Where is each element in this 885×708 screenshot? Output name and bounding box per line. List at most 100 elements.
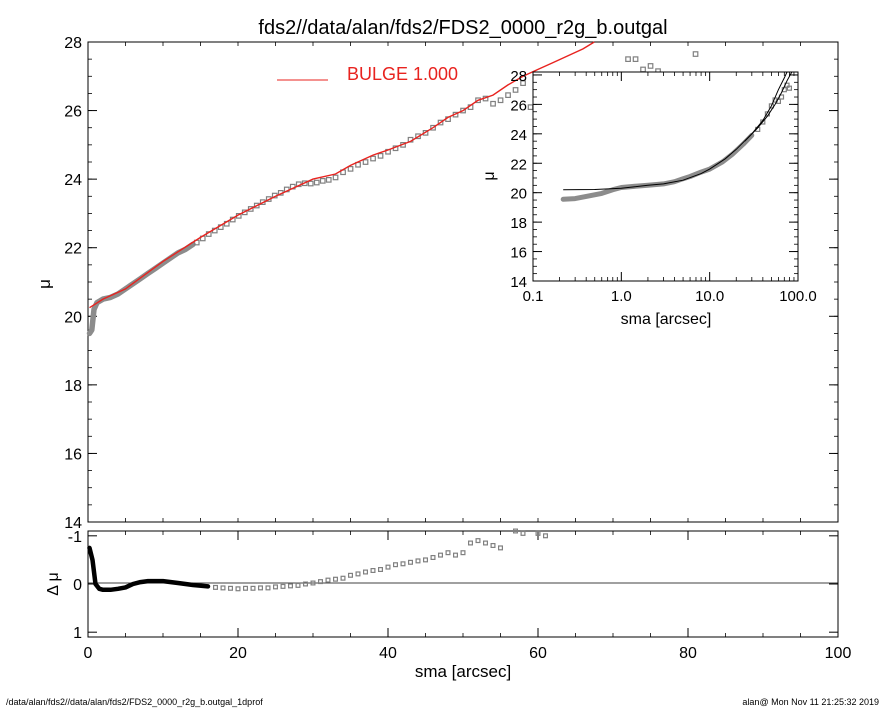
- main-ytick-label: 28: [64, 35, 82, 52]
- main-ytick-label: 16: [64, 446, 82, 463]
- residual-marks: [87, 528, 548, 593]
- residual-data-point: [235, 586, 241, 592]
- main-data-point: [527, 104, 534, 111]
- main-y-ticks: 14 16 18 20 22 24 26 28: [64, 35, 839, 532]
- main-data-band: [86, 241, 196, 337]
- residual-data-point: [400, 561, 406, 567]
- inset-ytick-label: 14: [510, 274, 527, 291]
- residual-data-point: [535, 530, 541, 536]
- residual-data-point: [468, 540, 474, 546]
- residual-data-point: [378, 566, 384, 572]
- inset-ytick-label: 26: [510, 97, 527, 114]
- inset-series-line: [563, 71, 788, 191]
- residual-data-point: [475, 538, 481, 544]
- residual-ytick-label: 0: [73, 577, 82, 594]
- footer-left: /data/alan/fds2//data/alan/fds2/FDS2_000…: [6, 697, 263, 707]
- inset-xtick-label: 0.1: [523, 288, 544, 305]
- residual-data-point: [340, 575, 346, 581]
- main-data-point: [253, 202, 260, 209]
- main-data-point: [640, 66, 646, 73]
- inset-ytick-label: 20: [510, 186, 527, 203]
- main-ytick-label: 22: [64, 241, 82, 258]
- main-data-point: [460, 107, 466, 114]
- main-y-axis-label: μ: [35, 279, 54, 289]
- residual-data-point: [415, 558, 421, 564]
- main-data-point: [647, 63, 654, 69]
- inset-plot-frame: [532, 71, 799, 282]
- inset-ytick-label: 16: [510, 245, 527, 262]
- main-ytick-label: 14: [64, 515, 82, 532]
- inset-xtick-label: 100.0: [779, 288, 817, 305]
- residual-xtick-label: 80: [679, 645, 697, 662]
- main-data-point: [362, 159, 369, 165]
- inset-marks: [560, 71, 793, 202]
- residual-data-point: [408, 559, 414, 565]
- inset-xtick-label: 10.0: [695, 288, 724, 305]
- residual-xtick-label: 20: [229, 645, 247, 662]
- residual-ytick-label: 1: [73, 625, 82, 642]
- residual-data-point: [333, 576, 339, 582]
- main-ytick-label: 26: [64, 104, 82, 121]
- residual-data-point: [310, 580, 316, 586]
- inset-ytick-label: 24: [510, 127, 527, 144]
- residual-data-point: [385, 564, 391, 570]
- legend: BULGE 1.000: [277, 64, 458, 84]
- main-data-point: [370, 155, 376, 162]
- main-panel: 14 16 18 20 22 24 26 28 μ BULGE 1.000: [35, 35, 839, 532]
- residual-data-point: [542, 533, 548, 539]
- residual-data-point: [213, 584, 219, 590]
- residual-data-point: [295, 582, 301, 588]
- main-data-point: [319, 178, 326, 184]
- main-data-point: [505, 92, 511, 99]
- inset-background: [533, 72, 798, 281]
- residual-data-point: [325, 577, 331, 583]
- residual-data-point: [355, 571, 361, 577]
- main-data-point: [325, 177, 332, 183]
- residual-xtick-label: 100: [825, 645, 852, 662]
- residual-y-axis-label: Δ μ: [45, 572, 62, 595]
- main-data-point: [632, 56, 639, 63]
- residual-ytick-label: -1: [68, 529, 82, 546]
- residual-data-point: [348, 572, 354, 578]
- inset-ytick-label: 18: [510, 215, 527, 232]
- inset-series-line: [744, 71, 793, 142]
- main-data-point: [497, 97, 504, 104]
- main-data-point: [347, 166, 354, 172]
- main-data-point: [247, 206, 254, 212]
- inset-data-point: [768, 103, 775, 109]
- main-data-point: [625, 56, 631, 63]
- residual-data-point: [430, 554, 436, 560]
- residual-xtick-label: 40: [379, 645, 397, 662]
- main-ytick-label: 20: [64, 309, 82, 326]
- residual-data-point: [393, 562, 399, 568]
- inset-panel: 14 16 18 20 22 24 26 28 0.1 1.0 10.0 100.0 μ sma [a…: [481, 68, 817, 328]
- inset-ticks: 14 16 18 20 22 24 26 28 0.1 1.0 10.0 100.0: [510, 68, 816, 305]
- inset-data-point: [786, 85, 793, 91]
- main-data-point: [692, 51, 699, 57]
- residual-data-point: [363, 569, 369, 575]
- residual-data-point: [423, 557, 429, 563]
- inset-xtick-label: 1.0: [611, 288, 632, 305]
- residual-data-point: [445, 550, 451, 556]
- residual-data-point: [228, 585, 234, 591]
- main-data-point: [437, 119, 444, 126]
- residual-data-point: [438, 552, 444, 558]
- residual-data-point: [258, 585, 264, 591]
- residual-data-band: [87, 545, 211, 593]
- residual-data-point: [370, 567, 376, 573]
- inset-ytick-label: 22: [510, 156, 527, 173]
- inset-ytick-label: 28: [510, 68, 527, 85]
- residual-data-point: [512, 528, 518, 534]
- residual-xtick-label: 0: [84, 645, 93, 662]
- residual-data-point: [318, 579, 324, 585]
- main-data-point: [430, 124, 436, 131]
- main-data-point: [377, 153, 384, 159]
- residual-data-point: [453, 552, 459, 558]
- main-data-point: [520, 80, 526, 87]
- chart-title: fds2//data/alan/fds2/FDS2_0000_r2g_b.out…: [258, 17, 667, 39]
- main-data-point: [490, 100, 496, 107]
- residual-data-point: [288, 583, 294, 589]
- residual-xtick-label: 60: [529, 645, 547, 662]
- main-data-point: [307, 180, 314, 187]
